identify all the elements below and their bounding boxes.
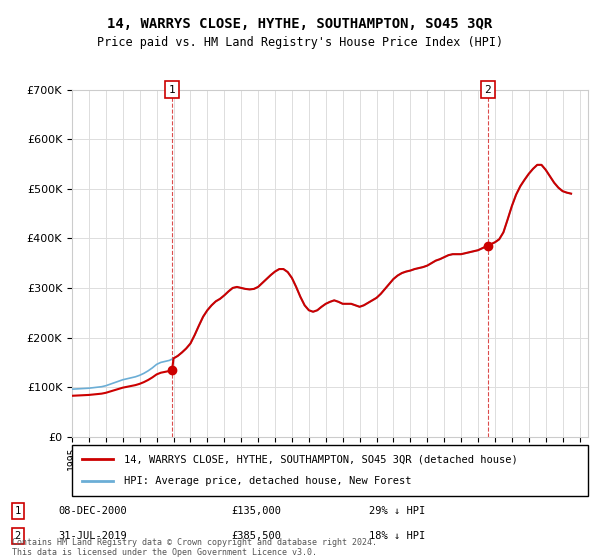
Text: HPI: Average price, detached house, New Forest: HPI: Average price, detached house, New …	[124, 477, 411, 487]
Text: 14, WARRYS CLOSE, HYTHE, SOUTHAMPTON, SO45 3QR: 14, WARRYS CLOSE, HYTHE, SOUTHAMPTON, SO…	[107, 17, 493, 31]
Text: 1: 1	[14, 506, 21, 516]
Text: Price paid vs. HM Land Registry's House Price Index (HPI): Price paid vs. HM Land Registry's House …	[97, 36, 503, 49]
Text: 14, WARRYS CLOSE, HYTHE, SOUTHAMPTON, SO45 3QR (detached house): 14, WARRYS CLOSE, HYTHE, SOUTHAMPTON, SO…	[124, 454, 517, 464]
Text: 31-JUL-2019: 31-JUL-2019	[58, 531, 127, 541]
FancyBboxPatch shape	[72, 445, 588, 496]
Text: £135,000: £135,000	[231, 506, 281, 516]
Text: 08-DEC-2000: 08-DEC-2000	[58, 506, 127, 516]
Text: £385,500: £385,500	[231, 531, 281, 541]
Text: 2: 2	[484, 85, 491, 95]
Text: 2: 2	[14, 531, 21, 541]
Text: 29% ↓ HPI: 29% ↓ HPI	[369, 506, 425, 516]
Text: 1: 1	[169, 85, 176, 95]
Text: 18% ↓ HPI: 18% ↓ HPI	[369, 531, 425, 541]
Text: Contains HM Land Registry data © Crown copyright and database right 2024.
This d: Contains HM Land Registry data © Crown c…	[12, 538, 377, 557]
